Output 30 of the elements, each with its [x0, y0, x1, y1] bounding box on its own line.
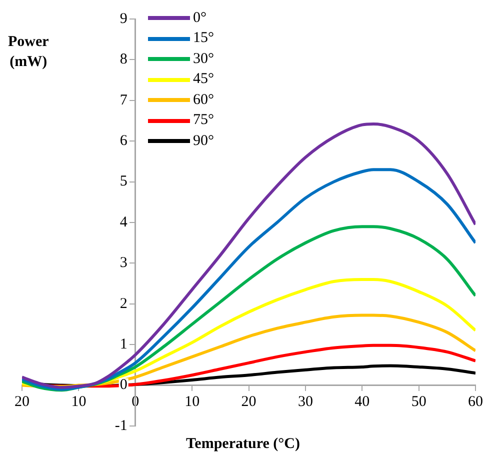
- x-tick-label: 60: [468, 394, 483, 410]
- y-tick-label: 4: [120, 214, 128, 230]
- y-tick-label: 3: [120, 255, 128, 272]
- x-tick-label: 40: [354, 394, 370, 410]
- legend-label: 15°: [193, 30, 214, 48]
- y-tick-label: -1: [114, 418, 128, 434]
- x-tick-label: 10: [71, 394, 86, 410]
- y-tick-label: 8: [120, 52, 128, 68]
- legend-label: 60°: [193, 92, 214, 109]
- legend-label: 30°: [193, 50, 214, 68]
- y-tick-label: 0: [120, 377, 128, 394]
- y-tick-label: 6: [120, 133, 128, 150]
- legend-label: 90°: [193, 132, 214, 150]
- x-tick-label: 30: [298, 394, 313, 410]
- x-tick-label: 10: [184, 394, 200, 410]
- y-tick-label: 5: [120, 174, 128, 190]
- line-series: [22, 122, 476, 389]
- legend-label: 0°: [193, 10, 206, 27]
- y-tick-label: 9: [120, 10, 128, 27]
- y-tick-label: 1: [120, 336, 128, 353]
- line-series: [22, 168, 476, 391]
- x-tick-label: 50: [411, 394, 426, 410]
- y-axis-title: Power (mW): [8, 33, 49, 72]
- x-tick-label: 20: [14, 394, 30, 410]
- y-tick-label: 7: [120, 92, 128, 108]
- legend-label: 45°: [193, 71, 214, 88]
- x-tick-label: 20: [241, 394, 256, 410]
- x-axis-title: Temperature (°C): [185, 436, 301, 453]
- legend-label: 75°: [193, 112, 214, 130]
- y-tick-label: 2: [120, 296, 128, 312]
